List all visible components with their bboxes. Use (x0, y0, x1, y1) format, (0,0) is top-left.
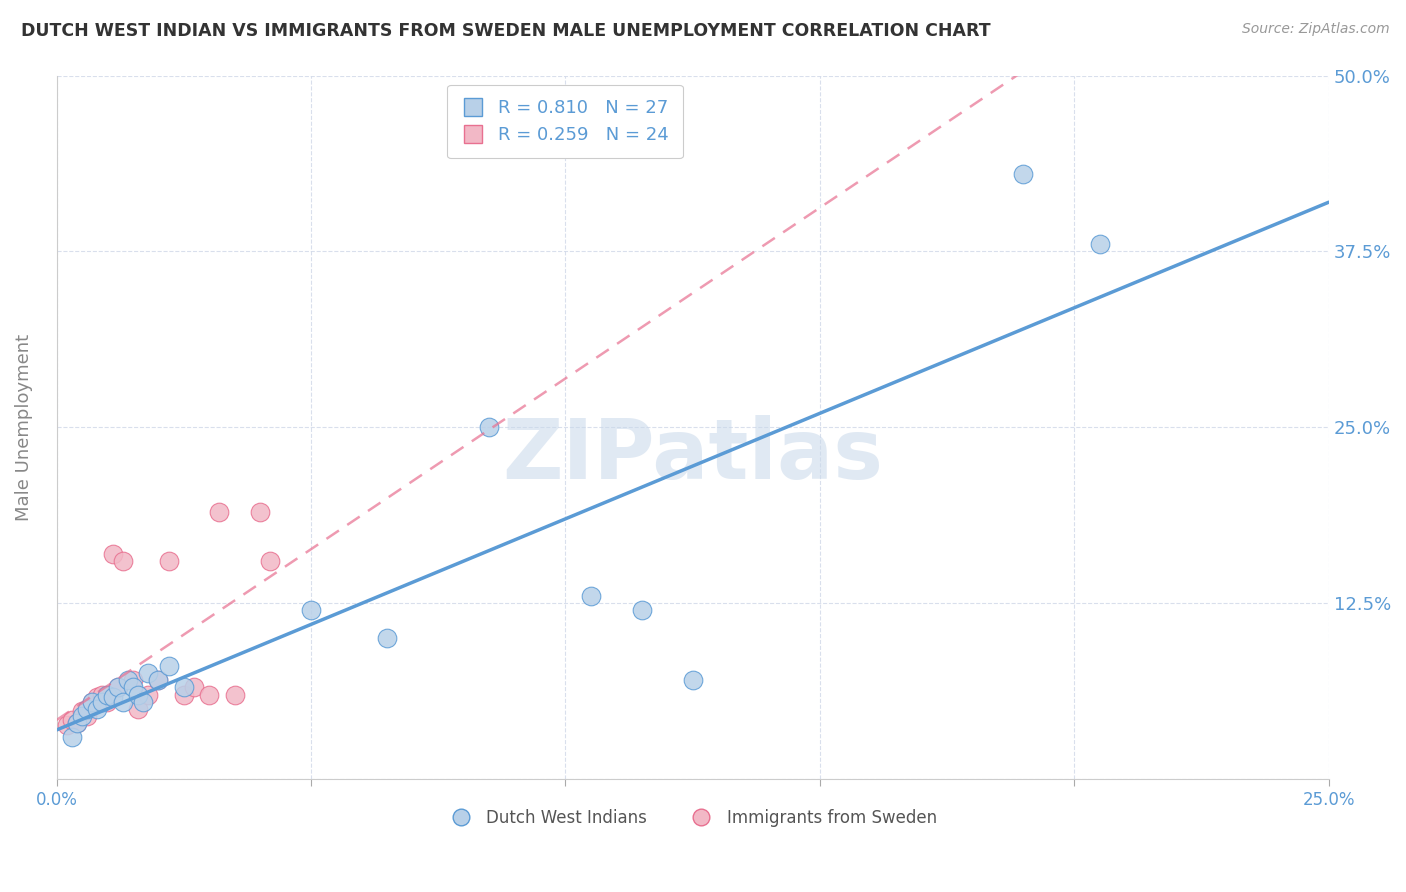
Point (96, 688, 118, 702)
Point (86, 690, 108, 705)
Point (1088, 237, 1111, 252)
Point (136, 688, 159, 702)
Point (111, 554, 134, 568)
Point (579, 589, 602, 603)
Point (111, 694, 134, 708)
Point (127, 701, 149, 715)
Y-axis label: Male Unemployment: Male Unemployment (15, 334, 32, 521)
Point (91, 688, 114, 702)
Point (117, 673, 139, 688)
Point (173, 681, 195, 695)
Point (86, 701, 108, 715)
Point (127, 688, 149, 702)
Point (198, 688, 221, 702)
Point (132, 694, 155, 708)
Point (478, 420, 501, 434)
Point (66, 715, 89, 730)
Point (259, 554, 281, 568)
Point (60, 730, 83, 744)
Point (122, 673, 145, 688)
Point (299, 603, 322, 617)
Point (148, 673, 170, 688)
Point (76, 708, 98, 723)
Point (56, 718, 79, 732)
Point (183, 681, 205, 695)
Point (173, 688, 195, 702)
Point (157, 554, 180, 568)
Point (107, 681, 129, 695)
Point (91, 694, 114, 708)
Point (1012, 167, 1035, 181)
Point (96, 694, 118, 708)
Point (630, 603, 652, 617)
Point (70, 705, 93, 719)
Point (157, 659, 180, 673)
Point (60, 713, 83, 727)
Point (682, 673, 704, 688)
Point (82, 694, 104, 708)
Point (224, 688, 246, 702)
Point (208, 505, 231, 519)
Text: Source: ZipAtlas.com: Source: ZipAtlas.com (1241, 22, 1389, 37)
Legend: Dutch West Indians, Immigrants from Sweden: Dutch West Indians, Immigrants from Swed… (441, 803, 943, 834)
Point (122, 681, 145, 695)
Point (66, 715, 89, 730)
Point (70, 708, 93, 723)
Point (148, 673, 170, 688)
Point (101, 690, 124, 705)
Point (76, 701, 98, 715)
Point (136, 666, 159, 681)
Point (249, 505, 271, 519)
Point (107, 681, 129, 695)
Point (377, 632, 399, 646)
Text: DUTCH WEST INDIAN VS IMMIGRANTS FROM SWEDEN MALE UNEMPLOYMENT CORRELATION CHART: DUTCH WEST INDIAN VS IMMIGRANTS FROM SWE… (21, 22, 991, 40)
Text: ZIPatlas: ZIPatlas (502, 415, 883, 496)
Point (82, 694, 104, 708)
Point (101, 547, 124, 561)
